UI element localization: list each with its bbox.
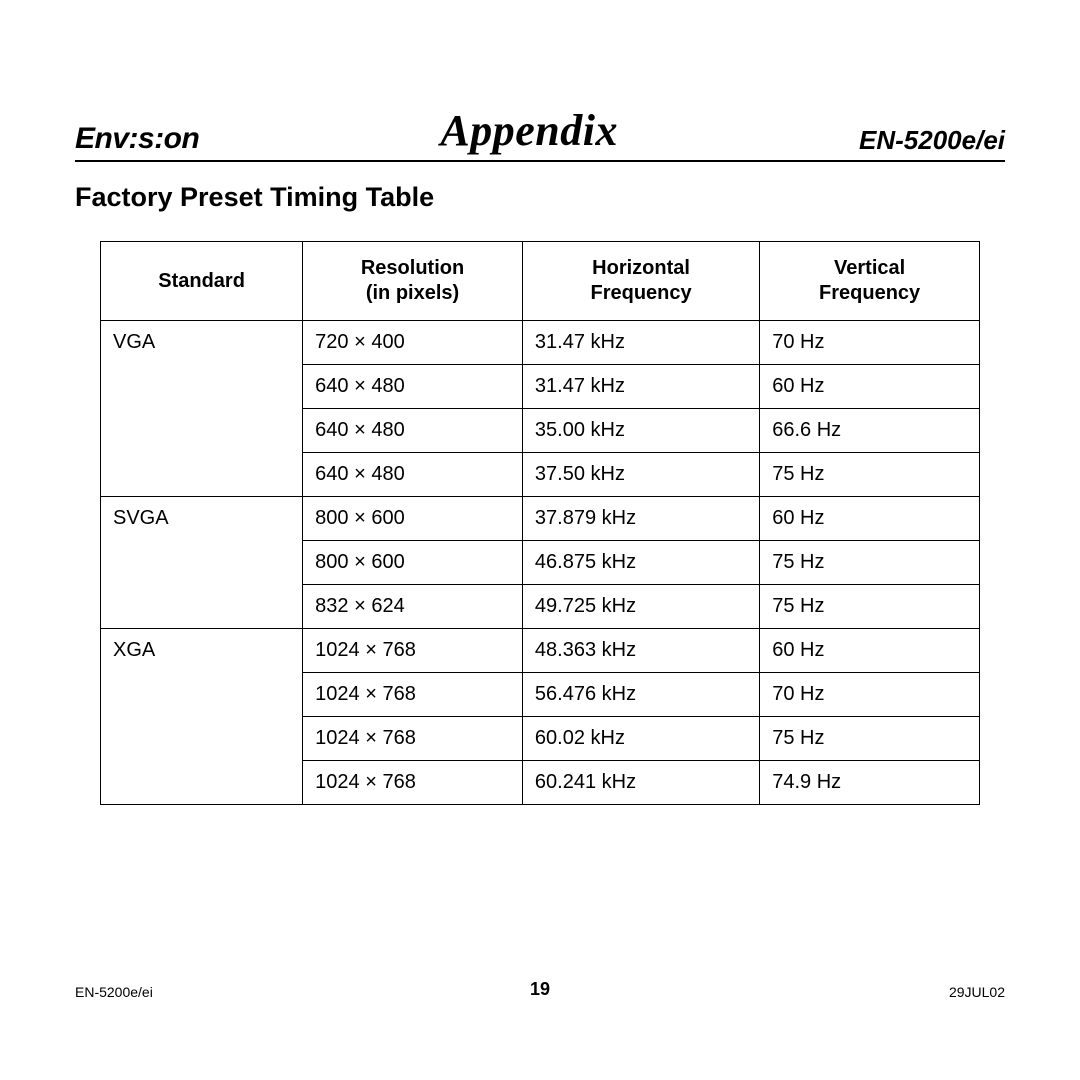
- col-header-hfreq: Horizontal Frequency: [522, 242, 759, 321]
- cell-resolution: 1024 × 768: [303, 629, 523, 673]
- table-body: VGA720 × 40031.47 kHz70 Hz640 × 48031.47…: [101, 321, 980, 805]
- cell-hfreq: 37.879 kHz: [522, 497, 759, 541]
- cell-hfreq: 31.47 kHz: [522, 365, 759, 409]
- table-row: VGA720 × 40031.47 kHz70 Hz: [101, 321, 980, 365]
- header: Env:s:on Appendix EN-5200e/ei: [75, 105, 1005, 162]
- cell-vfreq: 60 Hz: [760, 365, 980, 409]
- table-header-row: Standard Resolution (in pixels) Horizont…: [101, 242, 980, 321]
- col-header-text: Horizontal: [592, 257, 690, 279]
- col-header-vfreq: Vertical Frequency: [760, 242, 980, 321]
- cell-vfreq: 75 Hz: [760, 541, 980, 585]
- cell-resolution: 1024 × 768: [303, 717, 523, 761]
- brand-logo: Env:s:on: [75, 122, 199, 156]
- cell-hfreq: 46.875 kHz: [522, 541, 759, 585]
- table-head: Standard Resolution (in pixels) Horizont…: [101, 242, 980, 321]
- col-header-text: Frequency: [590, 282, 691, 304]
- table-row: XGA1024 × 76848.363 kHz60 Hz: [101, 629, 980, 673]
- footer-page-number: 19: [75, 979, 1005, 1000]
- cell-vfreq: 60 Hz: [760, 497, 980, 541]
- cell-resolution: 1024 × 768: [303, 761, 523, 805]
- col-header-text: Frequency: [819, 282, 920, 304]
- cell-hfreq: 60.241 kHz: [522, 761, 759, 805]
- cell-vfreq: 74.9 Hz: [760, 761, 980, 805]
- cell-standard: SVGA: [101, 497, 303, 629]
- cell-hfreq: 60.02 kHz: [522, 717, 759, 761]
- cell-vfreq: 75 Hz: [760, 453, 980, 497]
- page-title: Appendix: [199, 105, 859, 156]
- cell-vfreq: 70 Hz: [760, 673, 980, 717]
- col-header-text: Vertical: [834, 257, 905, 279]
- col-header-text: Resolution: [361, 257, 464, 279]
- footer-left: EN-5200e/ei: [75, 984, 153, 1000]
- col-header-text: Standard: [158, 270, 245, 292]
- cell-resolution: 640 × 480: [303, 365, 523, 409]
- cell-vfreq: 75 Hz: [760, 585, 980, 629]
- cell-vfreq: 66.6 Hz: [760, 409, 980, 453]
- table-row: SVGA800 × 60037.879 kHz60 Hz: [101, 497, 980, 541]
- cell-hfreq: 56.476 kHz: [522, 673, 759, 717]
- cell-vfreq: 70 Hz: [760, 321, 980, 365]
- col-header-text: (in pixels): [366, 282, 459, 304]
- section-title: Factory Preset Timing Table: [75, 182, 1005, 213]
- cell-hfreq: 37.50 kHz: [522, 453, 759, 497]
- cell-standard: XGA: [101, 629, 303, 805]
- col-header-standard: Standard: [101, 242, 303, 321]
- cell-standard: VGA: [101, 321, 303, 497]
- cell-hfreq: 48.363 kHz: [522, 629, 759, 673]
- timing-table: Standard Resolution (in pixels) Horizont…: [100, 241, 980, 805]
- cell-vfreq: 60 Hz: [760, 629, 980, 673]
- cell-resolution: 640 × 480: [303, 453, 523, 497]
- footer-right: 29JUL02: [949, 984, 1005, 1000]
- cell-resolution: 640 × 480: [303, 409, 523, 453]
- cell-hfreq: 49.725 kHz: [522, 585, 759, 629]
- page: Env:s:on Appendix EN-5200e/ei Factory Pr…: [0, 0, 1080, 1080]
- cell-resolution: 1024 × 768: [303, 673, 523, 717]
- cell-resolution: 800 × 600: [303, 541, 523, 585]
- cell-resolution: 800 × 600: [303, 497, 523, 541]
- cell-resolution: 720 × 400: [303, 321, 523, 365]
- cell-vfreq: 75 Hz: [760, 717, 980, 761]
- footer: EN-5200e/ei 19 29JUL02: [75, 984, 1005, 1000]
- cell-resolution: 832 × 624: [303, 585, 523, 629]
- model-label: EN-5200e/ei: [859, 125, 1005, 156]
- cell-hfreq: 35.00 kHz: [522, 409, 759, 453]
- col-header-resolution: Resolution (in pixels): [303, 242, 523, 321]
- cell-hfreq: 31.47 kHz: [522, 321, 759, 365]
